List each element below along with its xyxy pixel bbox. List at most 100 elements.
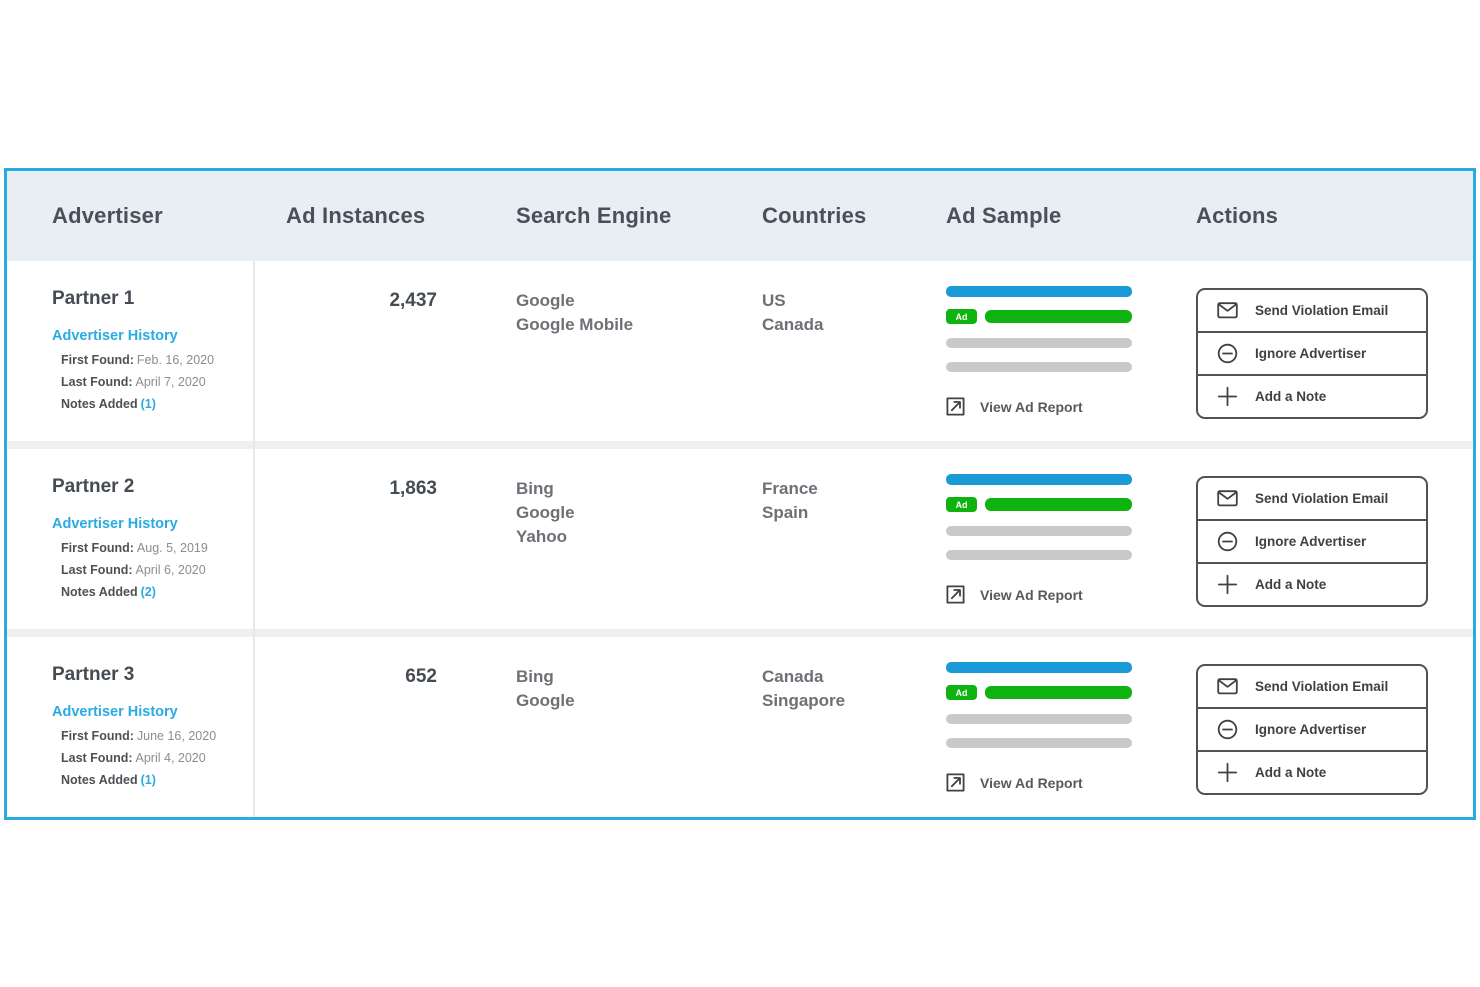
plus-icon	[1217, 386, 1238, 407]
send-violation-email-button[interactable]: Send Violation Email	[1198, 478, 1426, 519]
notes-count-link[interactable]: (2)	[140, 585, 156, 599]
ad-sample-url-bar	[985, 310, 1132, 323]
first-found-value: Feb. 16, 2020	[136, 353, 215, 367]
first-found-row: First Found: June 16, 2020	[61, 729, 253, 743]
search-engines-cell: Google Google Mobile	[443, 261, 689, 441]
advertiser-history-link[interactable]: Advertiser History	[52, 516, 178, 532]
first-found-value: June 16, 2020	[136, 729, 217, 743]
search-engines-cell: Bing Google	[443, 637, 689, 817]
ad-sample-cell: Ad View Ad Report	[873, 449, 1133, 629]
last-found-row: Last Found: April 6, 2020	[61, 563, 253, 577]
ad-sample-url-bar	[985, 686, 1132, 699]
countries-cell: Canada Singapore	[689, 637, 873, 817]
last-found-value: April 7, 2020	[135, 375, 206, 389]
first-found-row: First Found: Feb. 16, 2020	[61, 353, 253, 367]
notes-count-link[interactable]: (1)	[140, 773, 156, 787]
view-ad-report-link[interactable]: View Ad Report	[946, 397, 1133, 416]
add-a-note-button[interactable]: Add a Note	[1198, 374, 1426, 417]
view-ad-report-link[interactable]: View Ad Report	[946, 585, 1133, 604]
first-found-row: First Found: Aug. 5, 2019	[61, 541, 253, 555]
country: Canada	[762, 315, 824, 334]
last-found-value: April 4, 2020	[135, 751, 206, 765]
countries-cell: France Spain	[689, 449, 873, 629]
first-found-label: First Found:	[61, 541, 134, 555]
notes-added-label: Notes Added	[61, 585, 138, 599]
ad-sample-title-bar	[946, 474, 1132, 485]
column-header-ad-sample: Ad Sample	[946, 203, 1062, 228]
column-header-search-engine: Search Engine	[516, 203, 672, 228]
ad-sample-url-row: Ad	[946, 497, 1133, 512]
actions-menu: Send Violation Email Ignore Advertiser A…	[1196, 476, 1428, 607]
advertiser-name: Partner 3	[52, 664, 135, 685]
envelope-icon	[1217, 302, 1238, 319]
search-engine: Google	[516, 291, 575, 310]
minus-circle-icon	[1217, 531, 1238, 552]
actions-cell: Send Violation Email Ignore Advertiser A…	[1133, 637, 1473, 817]
send-violation-email-button[interactable]: Send Violation Email	[1198, 290, 1426, 331]
search-engine: Yahoo	[516, 527, 568, 546]
ad-sample-cell: Ad View Ad Report	[873, 261, 1133, 441]
external-link-icon	[946, 773, 965, 792]
table-header: Advertiser Ad Instances Search Engine Co…	[7, 171, 1473, 261]
last-found-label: Last Found:	[61, 751, 133, 765]
ad-instances-value: 2,437	[389, 290, 437, 311]
advertiser-cell: Partner 1 Advertiser History First Found…	[7, 261, 253, 441]
minus-circle-icon	[1217, 719, 1238, 740]
envelope-icon	[1217, 678, 1238, 695]
first-found-value: Aug. 5, 2019	[136, 541, 208, 555]
search-engines-cell: Bing Google Yahoo	[443, 449, 689, 629]
ad-sample-title-bar	[946, 662, 1132, 673]
send-violation-email-button[interactable]: Send Violation Email	[1198, 666, 1426, 707]
search-engine: Google	[516, 503, 575, 522]
minus-circle-icon	[1217, 343, 1238, 364]
advertiser-cell: Partner 2 Advertiser History First Found…	[7, 449, 253, 629]
ad-sample-text-bar	[946, 338, 1132, 348]
last-found-label: Last Found:	[61, 563, 133, 577]
actions-cell: Send Violation Email Ignore Advertiser A…	[1133, 449, 1473, 629]
last-found-label: Last Found:	[61, 375, 133, 389]
ignore-advertiser-button[interactable]: Ignore Advertiser	[1198, 331, 1426, 374]
search-engine: Google Mobile	[516, 315, 634, 334]
ignore-advertiser-button[interactable]: Ignore Advertiser	[1198, 519, 1426, 562]
plus-icon	[1217, 762, 1238, 783]
country: Singapore	[762, 691, 846, 710]
advertiser-history-link[interactable]: Advertiser History	[52, 328, 178, 344]
envelope-icon	[1217, 490, 1238, 507]
actions-menu: Send Violation Email Ignore Advertiser A…	[1196, 288, 1428, 419]
ad-sample-url-row: Ad	[946, 309, 1133, 324]
column-header-countries: Countries	[762, 203, 867, 228]
advertiser-history-link[interactable]: Advertiser History	[52, 704, 178, 720]
notes-added-row: Notes Added (1)	[61, 397, 253, 411]
countries-cell: US Canada	[689, 261, 873, 441]
notes-added-row: Notes Added (2)	[61, 585, 253, 599]
notes-added-label: Notes Added	[61, 397, 138, 411]
last-found-row: Last Found: April 4, 2020	[61, 751, 253, 765]
notes-added-row: Notes Added (1)	[61, 773, 253, 787]
row-separator	[7, 629, 1473, 637]
column-header-actions: Actions	[1196, 203, 1279, 228]
ad-sample-url-row: Ad	[946, 685, 1133, 700]
ad-sample-cell: Ad View Ad Report	[873, 637, 1133, 817]
column-header-advertiser: Advertiser	[52, 203, 163, 228]
advertiser-name: Partner 2	[52, 476, 135, 497]
row-separator	[7, 441, 1473, 449]
advertiser-column-divider	[253, 261, 255, 817]
plus-icon	[1217, 574, 1238, 595]
view-ad-report-label: View Ad Report	[980, 398, 1083, 415]
add-a-note-button[interactable]: Add a Note	[1198, 562, 1426, 605]
view-ad-report-link[interactable]: View Ad Report	[946, 773, 1133, 792]
table-row: Partner 3 Advertiser History First Found…	[7, 637, 1473, 817]
add-a-note-button[interactable]: Add a Note	[1198, 750, 1426, 793]
ad-sample-text-bar	[946, 714, 1132, 724]
ignore-advertiser-button[interactable]: Ignore Advertiser	[1198, 707, 1426, 750]
search-engine: Google	[516, 691, 575, 710]
advertiser-name: Partner 1	[52, 288, 135, 309]
ad-badge: Ad	[946, 309, 977, 324]
table-row: Partner 2 Advertiser History First Found…	[7, 449, 1473, 629]
advertiser-cell: Partner 3 Advertiser History First Found…	[7, 637, 253, 817]
table-row: Partner 1 Advertiser History First Found…	[7, 261, 1473, 441]
notes-count-link[interactable]: (1)	[140, 397, 156, 411]
country: US	[762, 291, 786, 310]
first-found-label: First Found:	[61, 353, 134, 367]
